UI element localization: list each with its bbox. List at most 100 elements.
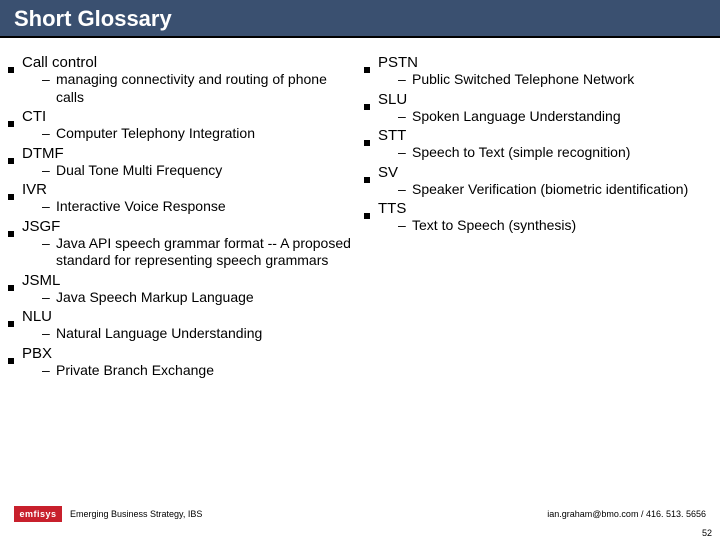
term-item: STT–Speech to Text (simple recognition) <box>364 127 712 162</box>
square-bullet-icon <box>8 231 14 237</box>
term-label: Call control <box>22 54 97 71</box>
term-row: TTS <box>364 200 712 217</box>
square-bullet-icon <box>8 194 14 200</box>
definition-item: –Java API speech grammar format -- A pro… <box>42 235 356 270</box>
dash-icon: – <box>42 71 56 87</box>
definition-item: –Interactive Voice Response <box>42 198 356 216</box>
term-item: SLU–Spoken Language Understanding <box>364 91 712 126</box>
definition-text: Private Branch Exchange <box>56 362 214 380</box>
term-row: JSML <box>8 272 356 289</box>
term-row: SV <box>364 164 712 181</box>
square-bullet-icon <box>364 67 370 73</box>
term-label: PSTN <box>378 54 418 71</box>
definition-item: –Spoken Language Understanding <box>398 108 712 126</box>
footer-right-text: ian.graham@bmo.com / 416. 513. 5656 <box>547 509 706 519</box>
square-bullet-icon <box>364 177 370 183</box>
term-item: Call control–managing connectivity and r… <box>8 54 356 106</box>
definition-text: managing connectivity and routing of pho… <box>56 71 356 106</box>
dash-icon: – <box>42 162 56 178</box>
right-column: PSTN–Public Switched Telephone NetworkSL… <box>364 54 712 381</box>
definition-list: –Java API speech grammar format -- A pro… <box>8 235 356 270</box>
term-row: NLU <box>8 308 356 325</box>
definition-list: –Dual Tone Multi Frequency <box>8 162 356 180</box>
definition-text: Interactive Voice Response <box>56 198 226 216</box>
term-label: NLU <box>22 308 52 325</box>
definition-item: –Dual Tone Multi Frequency <box>42 162 356 180</box>
definition-list: –Speaker Verification (biometric identif… <box>364 181 712 199</box>
square-bullet-icon <box>8 358 14 364</box>
term-item: IVR–Interactive Voice Response <box>8 181 356 216</box>
term-row: SLU <box>364 91 712 108</box>
term-label: IVR <box>22 181 47 198</box>
term-row: PSTN <box>364 54 712 71</box>
term-item: SV–Speaker Verification (biometric ident… <box>364 164 712 199</box>
definition-list: –Text to Speech (synthesis) <box>364 217 712 235</box>
definition-text: Text to Speech (synthesis) <box>412 217 576 235</box>
term-row: CTI <box>8 108 356 125</box>
definition-item: –Natural Language Understanding <box>42 325 356 343</box>
term-label: SLU <box>378 91 407 108</box>
dash-icon: – <box>398 71 412 87</box>
term-row: STT <box>364 127 712 144</box>
footer: emfisys Emerging Business Strategy, IBS … <box>0 506 720 522</box>
square-bullet-icon <box>364 104 370 110</box>
term-label: JSML <box>22 272 60 289</box>
definition-list: –Private Branch Exchange <box>8 362 356 380</box>
definition-item: –managing connectivity and routing of ph… <box>42 71 356 106</box>
footer-left: emfisys Emerging Business Strategy, IBS <box>14 506 202 522</box>
term-item: NLU–Natural Language Understanding <box>8 308 356 343</box>
dash-icon: – <box>42 289 56 305</box>
term-label: CTI <box>22 108 46 125</box>
title-bar: Short Glossary <box>0 0 720 38</box>
term-item: TTS–Text to Speech (synthesis) <box>364 200 712 235</box>
definition-text: Public Switched Telephone Network <box>412 71 634 89</box>
term-label: PBX <box>22 345 52 362</box>
square-bullet-icon <box>8 121 14 127</box>
term-label: DTMF <box>22 145 64 162</box>
term-list-right: PSTN–Public Switched Telephone NetworkSL… <box>364 54 712 235</box>
dash-icon: – <box>398 108 412 124</box>
term-row: PBX <box>8 345 356 362</box>
term-row: DTMF <box>8 145 356 162</box>
square-bullet-icon <box>8 321 14 327</box>
dash-icon: – <box>42 362 56 378</box>
definition-text: Spoken Language Understanding <box>412 108 621 126</box>
definition-text: Java API speech grammar format -- A prop… <box>56 235 356 270</box>
definition-item: –Speech to Text (simple recognition) <box>398 144 712 162</box>
definition-text: Dual Tone Multi Frequency <box>56 162 222 180</box>
term-item: PBX–Private Branch Exchange <box>8 345 356 380</box>
term-label: STT <box>378 127 406 144</box>
definition-list: –Natural Language Understanding <box>8 325 356 343</box>
term-list-left: Call control–managing connectivity and r… <box>8 54 356 379</box>
definition-text: Natural Language Understanding <box>56 325 262 343</box>
definition-item: –Public Switched Telephone Network <box>398 71 712 89</box>
definition-list: –Interactive Voice Response <box>8 198 356 216</box>
square-bullet-icon <box>364 213 370 219</box>
content-area: Call control–managing connectivity and r… <box>0 38 720 381</box>
definition-text: Speaker Verification (biometric identifi… <box>412 181 688 199</box>
square-bullet-icon <box>364 140 370 146</box>
square-bullet-icon <box>8 158 14 164</box>
term-item: CTI–Computer Telephony Integration <box>8 108 356 143</box>
slide-title: Short Glossary <box>0 6 720 32</box>
dash-icon: – <box>398 217 412 233</box>
definition-list: –Java Speech Markup Language <box>8 289 356 307</box>
square-bullet-icon <box>8 285 14 291</box>
square-bullet-icon <box>8 67 14 73</box>
dash-icon: – <box>42 125 56 141</box>
term-label: JSGF <box>22 218 60 235</box>
definition-item: –Speaker Verification (biometric identif… <box>398 181 712 199</box>
term-row: IVR <box>8 181 356 198</box>
dash-icon: – <box>42 198 56 214</box>
definition-list: –Speech to Text (simple recognition) <box>364 144 712 162</box>
definition-text: Java Speech Markup Language <box>56 289 254 307</box>
definition-list: –Computer Telephony Integration <box>8 125 356 143</box>
term-label: TTS <box>378 200 406 217</box>
definition-text: Speech to Text (simple recognition) <box>412 144 630 162</box>
definition-item: –Computer Telephony Integration <box>42 125 356 143</box>
definition-item: –Java Speech Markup Language <box>42 289 356 307</box>
definition-item: –Text to Speech (synthesis) <box>398 217 712 235</box>
term-item: JSML–Java Speech Markup Language <box>8 272 356 307</box>
definition-item: –Private Branch Exchange <box>42 362 356 380</box>
definition-text: Computer Telephony Integration <box>56 125 255 143</box>
